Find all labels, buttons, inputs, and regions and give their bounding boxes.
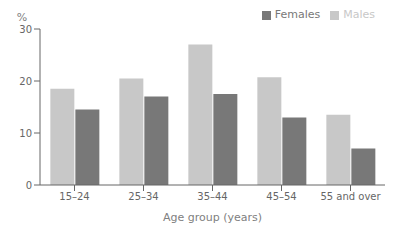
svg-text:Age group (years): Age group (years) — [163, 211, 262, 224]
svg-text:55 and over: 55 and over — [320, 191, 381, 202]
svg-text:30: 30 — [19, 24, 32, 35]
svg-text:0: 0 — [26, 180, 32, 191]
svg-text:10: 10 — [19, 128, 32, 139]
svg-text:15–24: 15–24 — [59, 191, 89, 202]
svg-text:45–54: 45–54 — [266, 191, 296, 202]
svg-text:25–34: 25–34 — [128, 191, 158, 202]
svg-text:35–44: 35–44 — [197, 191, 227, 202]
html-text:Females: Females — [274, 8, 321, 21]
svg-text:%: % — [17, 11, 27, 24]
svg-text:20: 20 — [19, 76, 32, 87]
html-text:Males: Males — [343, 8, 375, 21]
